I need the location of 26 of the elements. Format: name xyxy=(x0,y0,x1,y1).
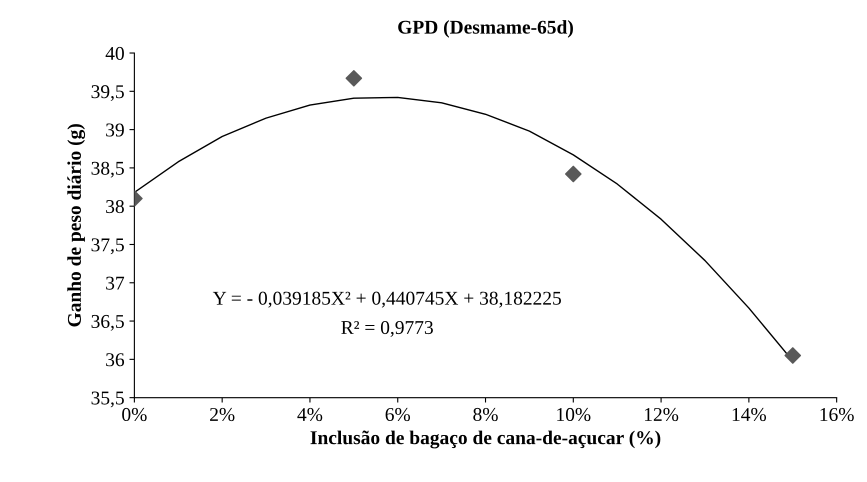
x-tick-label: 10% xyxy=(557,408,590,422)
x-tick-label: 8% xyxy=(473,408,498,422)
point xyxy=(565,166,582,182)
y-tick-label: 39,5 xyxy=(92,85,124,102)
point xyxy=(784,347,802,364)
y-tick-label: 40 xyxy=(106,46,124,60)
x-tick-label: 12% xyxy=(644,408,678,422)
chart-title: GPD (Desmame-65d) xyxy=(398,20,573,38)
y-tick-label: 39 xyxy=(106,123,124,137)
y-tick-label: 35,5 xyxy=(92,392,124,408)
annotation: R² = 0,9773 xyxy=(341,320,433,337)
x-axis-title: Inclusão de bagaço de cana-de-açucar (%) xyxy=(310,430,660,448)
y-axis-title: Ganho de peso diário (g) xyxy=(67,124,86,326)
y-tick-label: 36 xyxy=(106,353,124,366)
y-tick-label: 37 xyxy=(106,276,124,290)
x-tick-label: 6% xyxy=(386,408,410,422)
x-tick-label: 14% xyxy=(732,408,766,422)
y-tick-label: 38 xyxy=(106,200,124,214)
y-tick-label: 37,5 xyxy=(92,238,124,254)
y-tick-label: 36,5 xyxy=(92,314,124,331)
x-tick-label: 0% xyxy=(122,408,147,422)
annotation: Y = - 0,039185X² + 0,440745X + 38,182225 xyxy=(212,292,561,308)
x-tick-label: 4% xyxy=(297,408,322,422)
x-tick-label: 16% xyxy=(820,408,854,422)
y-tick-label: 38,5 xyxy=(92,162,124,178)
x-tick-label: 2% xyxy=(210,408,234,422)
